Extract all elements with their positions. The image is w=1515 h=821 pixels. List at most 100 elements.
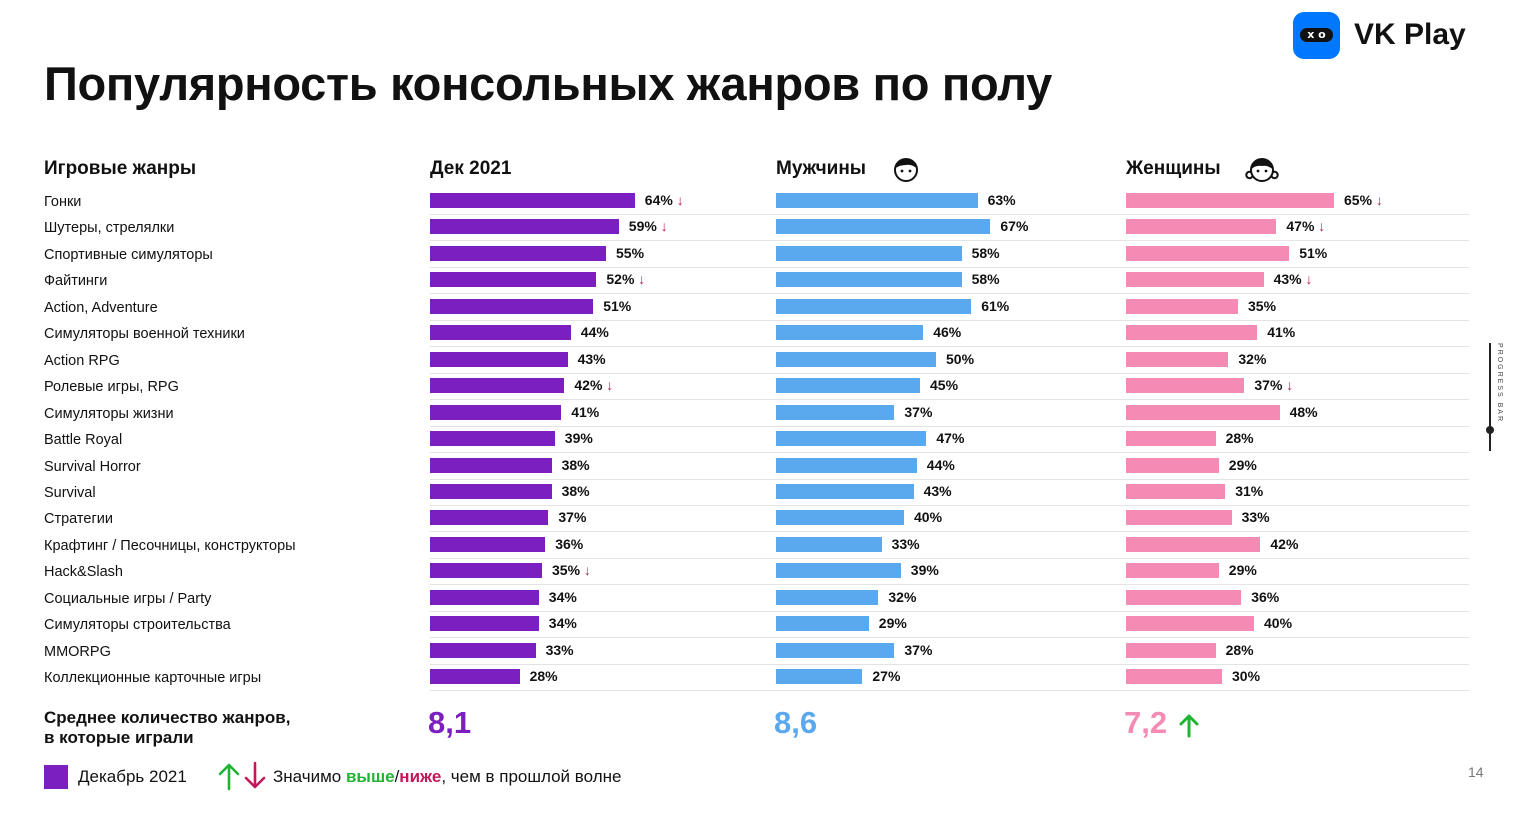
arrow-down-icon: ↓: [1282, 377, 1294, 394]
dec-value-label: 39%: [564, 430, 593, 447]
dec-value-label: 37%: [558, 509, 587, 526]
dec-bar: [430, 563, 542, 579]
women-value-label: 47% ↓: [1286, 218, 1326, 235]
row-divider: [430, 584, 1469, 585]
progress-handle[interactable]: [1486, 426, 1494, 434]
men-bar: [776, 245, 962, 261]
women-value-label: 42%: [1270, 535, 1299, 552]
dec-value-label: 59% ↓: [628, 218, 668, 235]
dec-value-label: 33%: [545, 641, 574, 658]
dec-value-label: 28%: [529, 668, 558, 685]
men-bar: [776, 351, 936, 367]
dec-column-header: Дек 2021: [430, 158, 512, 179]
men-value-label: 50%: [946, 350, 975, 367]
dec-bar: [430, 325, 571, 341]
women-bar: [1126, 536, 1261, 552]
women-value-label: 51%: [1299, 244, 1328, 261]
vk-play-logo[interactable]: x o VK Play: [1293, 12, 1469, 60]
row-divider: [430, 611, 1469, 612]
dec-value-label: 51%: [603, 297, 632, 314]
women-bar: [1126, 219, 1277, 235]
dec-value-label: 38%: [561, 482, 590, 499]
women-value-label: 43% ↓: [1273, 271, 1313, 288]
women-bar: [1126, 616, 1254, 632]
women-bar: [1126, 431, 1216, 447]
vk-play-logo-icon: x o: [1293, 12, 1340, 59]
men-value-label: 58%: [971, 244, 1000, 261]
row-divider: [430, 531, 1469, 532]
arrow-down-icon: ↓: [1314, 218, 1326, 235]
men-value-label: 39%: [910, 562, 939, 579]
row-divider: [430, 373, 1469, 374]
dec-value-label: 34%: [548, 588, 577, 605]
row-divider: [430, 505, 1469, 506]
progress-bar[interactable]: PROGRESS BAR: [1486, 343, 1503, 453]
men-value-label: 61%: [981, 297, 1010, 314]
women-value-label: 48%: [1289, 403, 1318, 420]
row-divider: [430, 637, 1469, 638]
dec-bar: [430, 589, 539, 605]
arrow-down-icon: ↓: [634, 271, 646, 288]
genres-column-header: Игровые жанры: [44, 158, 197, 179]
men-bar: [776, 563, 901, 579]
women-bar: [1126, 457, 1219, 473]
genre-label: Шутеры, стрелялки: [44, 220, 175, 237]
row-divider: [430, 452, 1469, 453]
dec-bar: [430, 536, 546, 552]
row-divider: [430, 267, 1469, 268]
men-bar: [776, 378, 920, 394]
men-value-label: 43%: [923, 482, 952, 499]
men-bar: [776, 669, 863, 685]
row-divider: [430, 479, 1469, 480]
women-value-label: 30%: [1232, 668, 1261, 685]
row-divider: [430, 558, 1469, 559]
row-divider: [430, 664, 1469, 665]
men-bar: [776, 272, 962, 288]
women-value-label: 32%: [1238, 350, 1267, 367]
men-bar: [776, 483, 914, 499]
genre-label: Коллекционные карточные игры: [44, 670, 262, 687]
men-bar: [776, 457, 917, 473]
genre-label: Ролевые игры, RPG: [44, 379, 179, 396]
row-divider: [430, 214, 1469, 215]
women-column-header: Женщины: [1126, 158, 1221, 179]
women-value-label: 40%: [1264, 615, 1293, 632]
women-bar: [1126, 351, 1229, 367]
row-divider: [430, 240, 1469, 241]
men-value-label: 58%: [971, 271, 1000, 288]
dec-bar: [430, 431, 555, 447]
woman-face-icon: [1245, 158, 1279, 182]
arrow-down-icon: ↓: [602, 377, 614, 394]
women-bar: [1126, 510, 1232, 526]
dec-bar: [430, 272, 597, 288]
women-value-label: 65% ↓: [1344, 192, 1383, 208]
arrow-down-icon: ↓: [580, 562, 591, 579]
dec-bar: [430, 457, 552, 473]
dec-value-label: 36%: [555, 535, 584, 552]
women-value-label: 36%: [1251, 588, 1280, 605]
women-bar: [1126, 245, 1290, 261]
arrow-down-icon: ↓: [1301, 271, 1313, 288]
genre-label: Социальные игры / Party: [44, 590, 212, 607]
men-value-label: 47%: [936, 430, 965, 447]
legend-swatch: [44, 765, 68, 789]
women-value-label: 35%: [1248, 297, 1277, 314]
dec-value-label: 55%: [616, 244, 645, 261]
dec-bar: [430, 616, 539, 632]
arrow-down-icon: ↓: [656, 218, 668, 235]
women-bar: [1126, 669, 1222, 685]
women-value-label: 29%: [1228, 456, 1257, 473]
women-bar: [1126, 378, 1245, 394]
dec-bar: [430, 404, 562, 420]
logo-text: VK Play: [1354, 18, 1466, 51]
average-dec-value: 8,1: [428, 705, 472, 740]
women-value-label: 33%: [1241, 509, 1270, 526]
dec-bar: [430, 351, 568, 367]
women-value-label: 28%: [1225, 641, 1254, 658]
genre-label: Гонки: [44, 194, 82, 210]
men-bar: [776, 589, 879, 605]
men-bar: [776, 193, 978, 208]
dec-bar: [430, 298, 594, 314]
dec-value-label: 44%: [580, 324, 609, 341]
women-bar: [1126, 298, 1238, 314]
